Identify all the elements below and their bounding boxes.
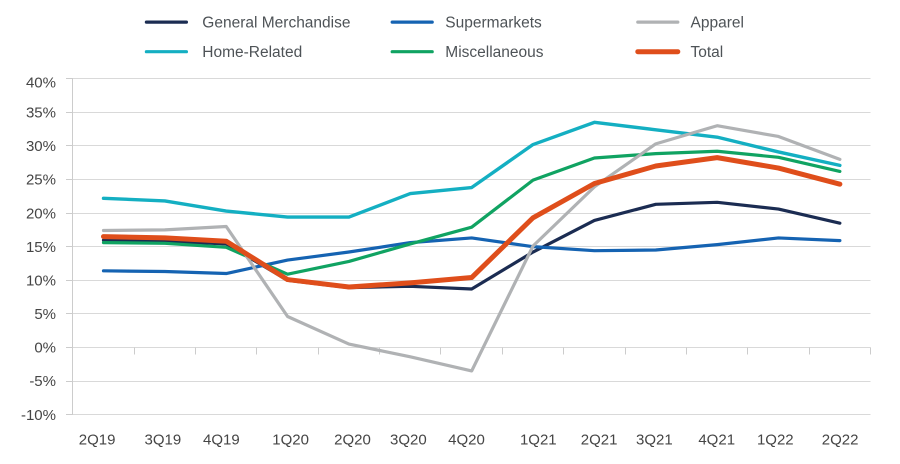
svg-text:4Q19: 4Q19 [203, 431, 240, 448]
svg-text:15%: 15% [26, 239, 56, 256]
svg-text:Supermarkets: Supermarkets [445, 15, 542, 32]
svg-text:Apparel: Apparel [691, 15, 744, 32]
svg-text:5%: 5% [34, 306, 56, 323]
svg-text:10%: 10% [26, 272, 56, 289]
svg-text:2Q22: 2Q22 [822, 431, 859, 448]
svg-text:4Q21: 4Q21 [698, 431, 735, 448]
svg-text:Total: Total [691, 44, 724, 61]
svg-text:30%: 30% [26, 138, 56, 155]
svg-text:2Q20: 2Q20 [334, 431, 371, 448]
svg-text:Home-Related: Home-Related [202, 44, 302, 61]
svg-text:3Q21: 3Q21 [636, 431, 673, 448]
svg-text:25%: 25% [26, 172, 56, 189]
svg-text:40%: 40% [26, 75, 56, 92]
svg-text:-5%: -5% [29, 373, 56, 390]
svg-text:1Q22: 1Q22 [757, 431, 794, 448]
svg-text:2Q19: 2Q19 [79, 431, 116, 448]
svg-text:20%: 20% [26, 205, 56, 222]
svg-text:1Q20: 1Q20 [272, 431, 309, 448]
svg-text:General Merchandise: General Merchandise [202, 15, 350, 32]
svg-text:1Q21: 1Q21 [520, 431, 557, 448]
svg-text:2Q21: 2Q21 [581, 431, 618, 448]
svg-text:4Q20: 4Q20 [448, 431, 485, 448]
svg-text:0%: 0% [34, 340, 56, 357]
svg-text:3Q19: 3Q19 [144, 431, 181, 448]
svg-text:3Q20: 3Q20 [390, 431, 427, 448]
svg-text:-10%: -10% [21, 407, 56, 424]
svg-text:35%: 35% [26, 104, 56, 121]
svg-text:Miscellaneous: Miscellaneous [445, 44, 543, 61]
